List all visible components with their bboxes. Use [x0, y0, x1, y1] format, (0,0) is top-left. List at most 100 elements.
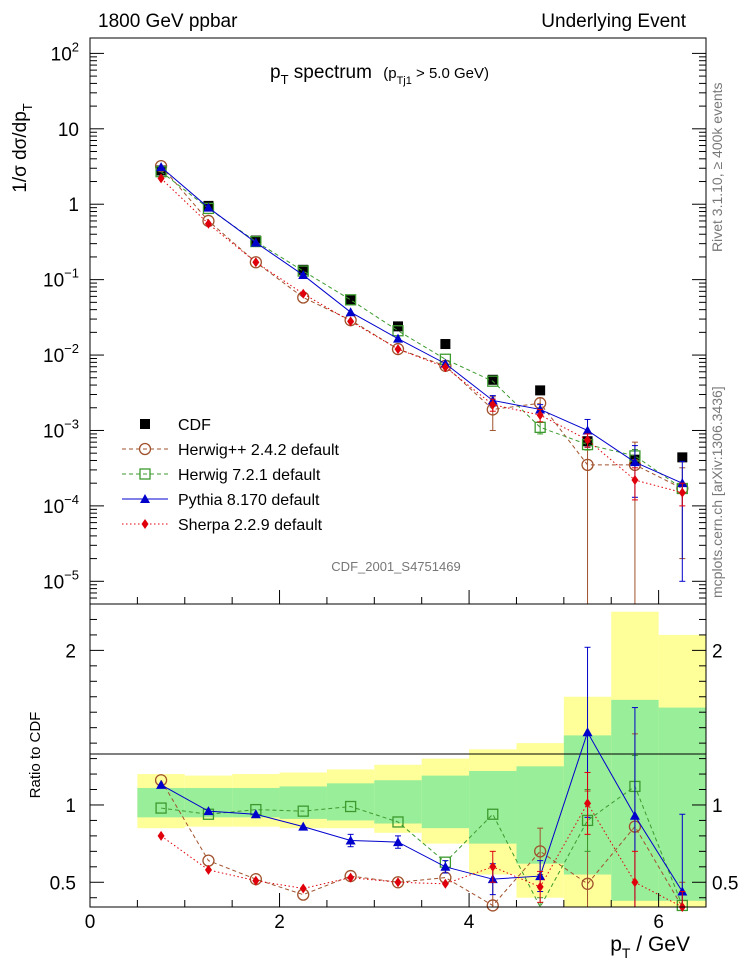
- legend-item: CDF: [140, 417, 211, 434]
- main-title: pT spectrum (pTj1 > 5.0 GeV): [270, 62, 489, 87]
- main-point-triangle: [629, 457, 640, 467]
- legend-item: Herwig++ 2.4.2 default: [122, 442, 340, 459]
- ratio-band-inner: [374, 780, 422, 824]
- main-point-triangle: [298, 270, 309, 280]
- main-ytick-label: 10−5: [43, 567, 79, 593]
- mcplots-label: mcplots.cern.ch [arXiv:1306.3436]: [709, 386, 725, 598]
- title-p: p: [270, 62, 281, 83]
- legend-label: Herwig 7.2.1 default: [178, 467, 321, 484]
- main-point-diamond: [204, 218, 212, 229]
- main-point-diamond: [252, 257, 260, 268]
- ratio-band-inner: [421, 775, 470, 829]
- main-series-layer: [154, 159, 689, 604]
- ratio-point-circle: [581, 877, 594, 890]
- main-ytick-label: 10: [58, 120, 79, 141]
- main-point-diamond: [536, 410, 544, 421]
- main-line-triangle: [160, 166, 683, 484]
- header-right: Underlying Event: [541, 11, 686, 32]
- ratio-point-triangle: [582, 727, 593, 737]
- main-point-diamond: [678, 487, 686, 498]
- legend-label: Herwig++ 2.4.2 default: [178, 442, 340, 459]
- legend-item: Sherpa 2.2.9 default: [122, 517, 323, 534]
- ratio-series-layer: [154, 646, 688, 912]
- main-ytick-label: 1: [68, 195, 79, 216]
- ratio-ytick-label: 0.5: [50, 873, 76, 894]
- xlabel-rest: / GeV: [630, 933, 690, 956]
- main-point-data: [440, 339, 451, 350]
- main-point-data: [487, 374, 498, 385]
- ratio-ytick-label-right: 1: [712, 796, 723, 817]
- legend-marker-data: [140, 419, 150, 429]
- main-point-triangle: [156, 162, 167, 172]
- main-line-circle: [160, 165, 683, 489]
- ratio-point-square: [155, 802, 167, 814]
- x-axis-label: pT / GeV: [610, 933, 690, 961]
- main-point-circle: [581, 458, 594, 472]
- legend-item: Herwig 7.2.1 default: [122, 467, 321, 484]
- ratio-point-triangle: [393, 837, 403, 847]
- ratio-panel: 0.5 0.5 1 1 2 2 0 2 4 6 Ratio to CDF: [27, 603, 738, 933]
- ratio-point-square: [297, 805, 309, 817]
- ratio-point-diamond: [204, 864, 212, 875]
- ratio-series-diamond: [157, 772, 686, 912]
- ratio-point-circle: [534, 845, 547, 858]
- xlabel-sub-t: T: [622, 945, 631, 961]
- main-point-diamond: [157, 173, 165, 184]
- header-left: 1800 GeV ppbar: [98, 11, 238, 32]
- ratio-point-square: [344, 800, 357, 813]
- ratio-point-diamond: [394, 877, 402, 888]
- legend-marker-diamond: [141, 519, 149, 529]
- legend-marker-square: [139, 468, 151, 480]
- ratio-point-square: [392, 816, 404, 828]
- ratio-point-triangle: [203, 806, 214, 816]
- ratio-point-triangle: [156, 779, 167, 789]
- analysis-id: CDF_2001_S4751469: [331, 559, 460, 574]
- xlabel-p: p: [610, 933, 622, 956]
- ratio-point-diamond: [441, 878, 449, 889]
- ratio-point-diamond: [252, 875, 260, 886]
- ratio-point-diamond: [489, 861, 497, 872]
- ratio-line-triangle: [160, 731, 683, 892]
- main-point-triangle: [582, 425, 593, 435]
- x-tick-label: 6: [653, 912, 664, 933]
- legend-label: Pythia 8.170 default: [178, 492, 320, 509]
- ratio-point-diamond: [157, 830, 165, 841]
- ratio-point-triangle: [629, 810, 640, 820]
- main-point-data: [535, 385, 546, 396]
- ratio-point-circle: [486, 899, 499, 912]
- main-point-diamond: [299, 288, 307, 299]
- ratio-line-circle: [160, 779, 683, 908]
- ratio-point-square: [487, 808, 499, 820]
- main-series-diamond: [157, 173, 686, 507]
- ratio-ytick-label: 2: [65, 641, 76, 662]
- rivet-label: Rivet 3.1.10, ≥ 400k events: [709, 82, 725, 252]
- title-cut-sub: Tj1: [397, 75, 412, 87]
- title-sub-t: T: [281, 72, 289, 87]
- x-tick-label: 4: [464, 912, 475, 933]
- main-ytick-label: 10−4: [43, 492, 79, 518]
- ratio-point-triangle: [345, 835, 356, 845]
- main-point-square: [487, 375, 499, 387]
- main-point-triangle: [345, 307, 356, 317]
- main-ytick-label: 10−2: [43, 341, 79, 367]
- ratio-frame: [89, 603, 707, 908]
- main-line-diamond: [160, 178, 683, 494]
- main-point-diamond: [347, 316, 355, 327]
- ratio-band-inner: [279, 786, 327, 819]
- main-point-triangle: [250, 237, 261, 247]
- main-point-data: [677, 452, 688, 463]
- legend-item: Pythia 8.170 default: [122, 492, 320, 509]
- ratio-line-square: [161, 785, 683, 909]
- main-point-circle: [391, 342, 405, 356]
- legend-label: Sherpa 2.2.9 default: [178, 517, 323, 534]
- main-point-diamond: [394, 344, 402, 355]
- main-point-square: [344, 294, 357, 306]
- main-ylabel: 1/σ dσ/dpT: [10, 103, 35, 193]
- x-tick-label: 2: [274, 912, 285, 933]
- legend-marker-triangle: [140, 494, 150, 503]
- ratio-ytick-label: 1: [65, 796, 76, 817]
- x-tick-label: 0: [85, 912, 96, 933]
- ratio-ylabel: Ratio to CDF: [27, 712, 44, 799]
